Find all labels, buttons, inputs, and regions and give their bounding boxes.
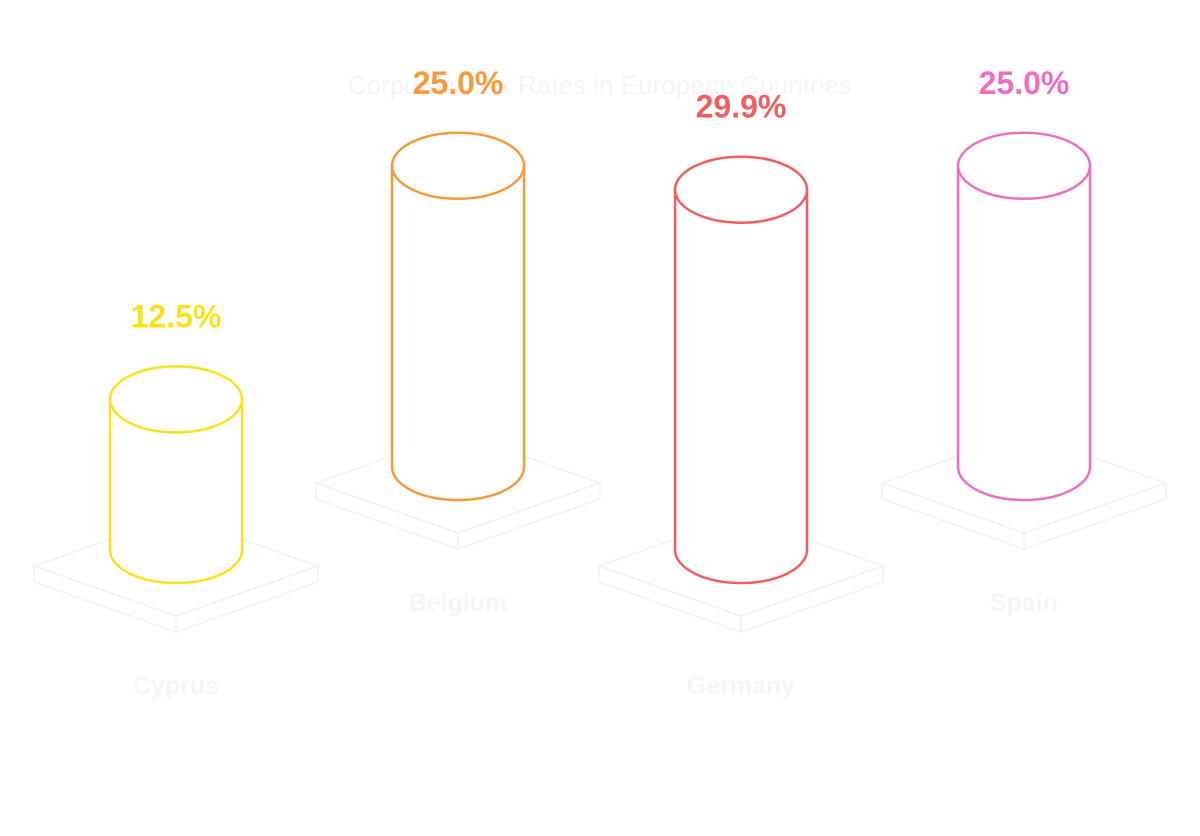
bar-top-spain — [956, 131, 1092, 200]
bar-group-germany: 29.9% Germany — [596, 89, 886, 700]
category-label-spain: Spain — [990, 589, 1058, 617]
value-label-belgium: 25.0% — [413, 65, 504, 101]
bars-group: 12.5% Cyprus 25.0% Belgium 29.9% Germany 25.0%… — [31, 65, 1169, 700]
bar-spain — [956, 165, 1092, 502]
platform-right-spain — [1023, 481, 1167, 551]
bar-group-spain: 25.0% Spain — [879, 65, 1169, 617]
platform-right-germany — [740, 564, 884, 634]
bar-group-cyprus: 12.5% Cyprus — [31, 298, 321, 700]
category-label-germany: Germany — [687, 672, 795, 700]
chart-title: Corporate Tax Rates in European Countrie… — [348, 70, 852, 100]
bar-belgium — [390, 165, 526, 502]
bar-group-belgium: 25.0% Belgium — [313, 65, 603, 617]
value-label-germany: 29.9% — [696, 89, 787, 125]
category-label-cyprus: Cyprus — [133, 672, 219, 700]
bar-cyprus — [108, 399, 244, 585]
value-label-spain: 25.0% — [979, 65, 1070, 101]
platform-right-cyprus — [175, 564, 319, 634]
bar-germany — [673, 189, 809, 585]
bar-top-belgium — [390, 131, 526, 200]
platform-right-belgium — [457, 481, 601, 551]
bar-top-germany — [673, 155, 809, 224]
bar-top-cyprus — [108, 365, 244, 434]
value-label-cyprus: 12.5% — [131, 298, 222, 334]
category-label-belgium: Belgium — [409, 589, 508, 617]
